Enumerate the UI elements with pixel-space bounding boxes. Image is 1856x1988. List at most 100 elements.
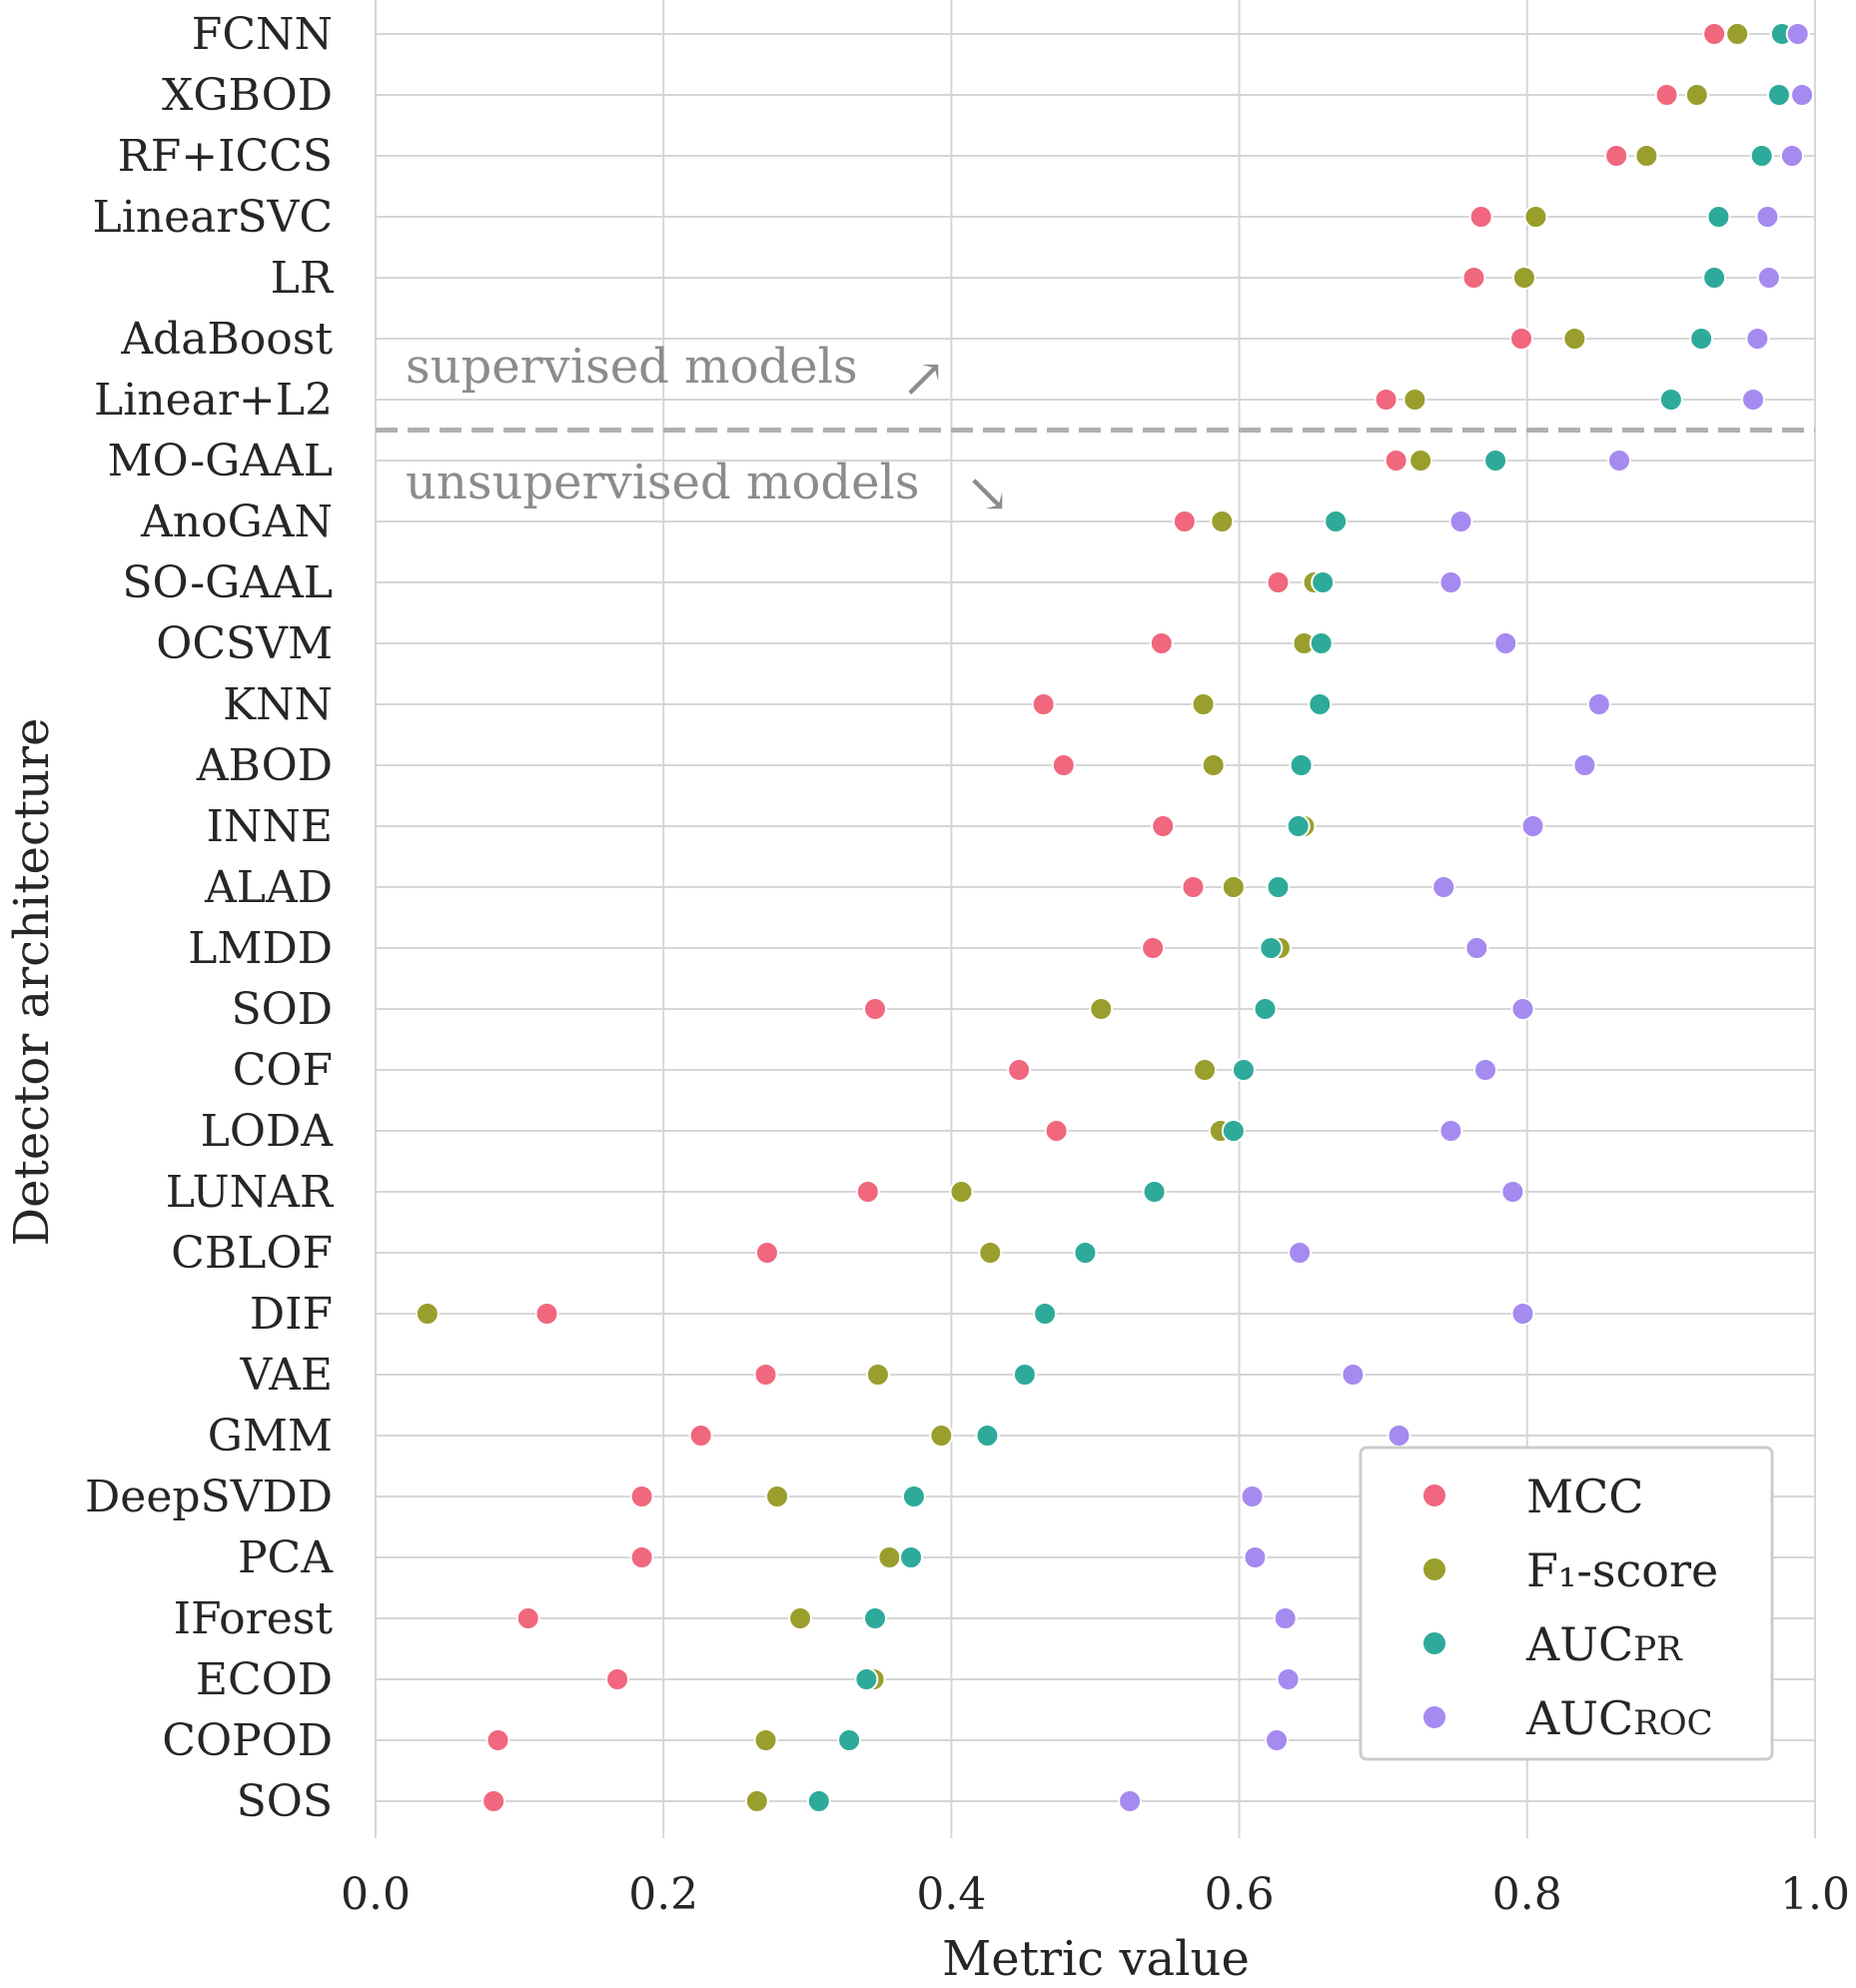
- point-aucpr-inne: [1286, 814, 1311, 838]
- point-aucpr-dif: [1033, 1302, 1058, 1326]
- point-aucroc-lunar: [1500, 1180, 1525, 1204]
- point-f-score-cblof: [978, 1241, 1003, 1265]
- point-aucroc-rf-iccs: [1779, 144, 1804, 168]
- y-tick-label: FCNN: [192, 9, 333, 60]
- point-aucpr-so-gaal: [1311, 570, 1336, 594]
- point-mcc-gmm: [688, 1424, 713, 1448]
- legend-label: F₁-score: [1526, 1543, 1718, 1597]
- point-mcc-ecod: [605, 1667, 630, 1691]
- legend-label: AUCPR: [1525, 1617, 1683, 1671]
- point-aucroc-copod: [1265, 1728, 1290, 1752]
- legend-marker: [1421, 1704, 1447, 1730]
- y-tick-label: GMM: [208, 1411, 333, 1462]
- y-tick-label: VAE: [239, 1350, 333, 1401]
- point-aucroc-anogan: [1448, 509, 1473, 533]
- point-aucroc-dif: [1510, 1302, 1535, 1326]
- data-points: [415, 22, 1815, 1813]
- point-f-score-fcnn: [1725, 22, 1750, 46]
- point-f-score-dif: [415, 1302, 440, 1326]
- point-aucpr-lr: [1702, 266, 1727, 290]
- y-tick-label: SO-GAAL: [122, 557, 333, 608]
- point-aucpr-loda: [1221, 1119, 1246, 1143]
- y-tick-label: SOD: [232, 984, 334, 1035]
- y-tick-label: INNE: [207, 801, 334, 852]
- y-tick-label: DeepSVDD: [85, 1472, 333, 1522]
- point-aucpr-iforest: [863, 1606, 888, 1630]
- point-aucpr-lunar: [1142, 1180, 1167, 1204]
- point-f-score-abod: [1201, 753, 1226, 777]
- point-mcc-knn: [1031, 692, 1056, 716]
- y-tick-label: LinearSVC: [92, 192, 333, 243]
- point-mcc-so-gaal: [1266, 570, 1291, 594]
- legend-marker: [1421, 1630, 1447, 1656]
- point-f-score-sod: [1089, 997, 1114, 1021]
- y-tick-label: ABOD: [196, 740, 333, 791]
- point-aucpr-copod: [837, 1728, 862, 1752]
- point-f-score-deepsvdd: [765, 1485, 790, 1508]
- point-aucroc-sod: [1510, 997, 1535, 1021]
- y-tick-label: OCSVM: [156, 618, 333, 669]
- point-aucroc-cblof: [1288, 1241, 1313, 1265]
- legend-label: MCC: [1526, 1470, 1644, 1523]
- point-mcc-lmdd: [1141, 936, 1166, 960]
- point-mcc-cblof: [754, 1241, 779, 1265]
- point-mcc-ocsvm: [1149, 631, 1174, 655]
- point-aucroc-knn: [1586, 692, 1611, 716]
- point-aucroc-alad: [1431, 875, 1456, 899]
- point-f-score-xgbod: [1684, 83, 1709, 107]
- point-mcc-dif: [534, 1302, 559, 1326]
- y-tick-labels: FCNN XGBOD RF+ICCS LinearSVC LR AdaBoost Linea…: [85, 9, 335, 1827]
- point-aucpr-pca: [899, 1545, 924, 1569]
- y-tick-label: CBLOF: [171, 1228, 333, 1279]
- point-f-score-mo-gaal: [1408, 449, 1433, 473]
- y-tick-label: RF+ICCS: [118, 131, 333, 182]
- x-tick-labels: 0.0 0.2 0.4 0.6 0.8 1.0: [341, 1869, 1850, 1920]
- point-mcc-mo-gaal: [1384, 449, 1408, 473]
- legend-box: [1359, 1446, 1774, 1761]
- point-aucpr-abod: [1289, 753, 1314, 777]
- point-f-score-lr: [1511, 266, 1536, 290]
- point-f-score-vae: [865, 1363, 890, 1387]
- point-f-score-lunar: [949, 1180, 974, 1204]
- point-aucroc-deepsvdd: [1240, 1485, 1265, 1508]
- unsupervised-models-annotation: unsupervised models: [406, 455, 919, 510]
- point-mcc-sos: [481, 1789, 506, 1813]
- point-aucroc-vae: [1341, 1363, 1366, 1387]
- point-f-score-pca: [877, 1545, 902, 1569]
- x-tick-label: 0.6: [1205, 1869, 1275, 1920]
- point-mcc-alad: [1181, 875, 1206, 899]
- point-mcc-vae: [753, 1363, 778, 1387]
- point-aucroc-ocsvm: [1493, 631, 1518, 655]
- y-tick-label: PCA: [238, 1532, 334, 1583]
- supervised-models-annotation: supervised models: [406, 339, 858, 395]
- point-f-score-anogan: [1210, 509, 1235, 533]
- point-mcc-linearsvc: [1468, 205, 1493, 229]
- point-f-score-sos: [744, 1789, 769, 1813]
- point-aucroc-xgbod: [1790, 83, 1815, 107]
- y-tick-label: DIF: [250, 1289, 333, 1340]
- point-f-score-linear-l2: [1402, 388, 1427, 412]
- point-f-score-copod: [753, 1728, 778, 1752]
- point-aucpr-knn: [1308, 692, 1333, 716]
- x-tick-label: 0.0: [341, 1869, 411, 1920]
- point-aucpr-ocsvm: [1309, 631, 1334, 655]
- point-aucpr-deepsvdd: [901, 1485, 926, 1508]
- point-mcc-copod: [485, 1728, 510, 1752]
- grid-lines: [375, 0, 1816, 1838]
- y-tick-label: LUNAR: [166, 1167, 335, 1218]
- point-aucroc-linearsvc: [1755, 205, 1780, 229]
- point-aucroc-lr: [1756, 266, 1781, 290]
- y-tick-label: LR: [271, 253, 335, 304]
- y-tick-label: LMDD: [188, 923, 333, 974]
- point-mcc-loda: [1044, 1119, 1069, 1143]
- point-aucpr-alad: [1266, 875, 1291, 899]
- point-aucroc-adaboost: [1745, 327, 1770, 351]
- point-aucpr-sos: [806, 1789, 831, 1813]
- point-mcc-xgbod: [1654, 83, 1679, 107]
- y-tick-label: COPOD: [162, 1715, 333, 1766]
- y-tick-label: AdaBoost: [120, 314, 333, 365]
- point-mcc-adaboost: [1509, 327, 1534, 351]
- legend-marker: [1421, 1483, 1447, 1508]
